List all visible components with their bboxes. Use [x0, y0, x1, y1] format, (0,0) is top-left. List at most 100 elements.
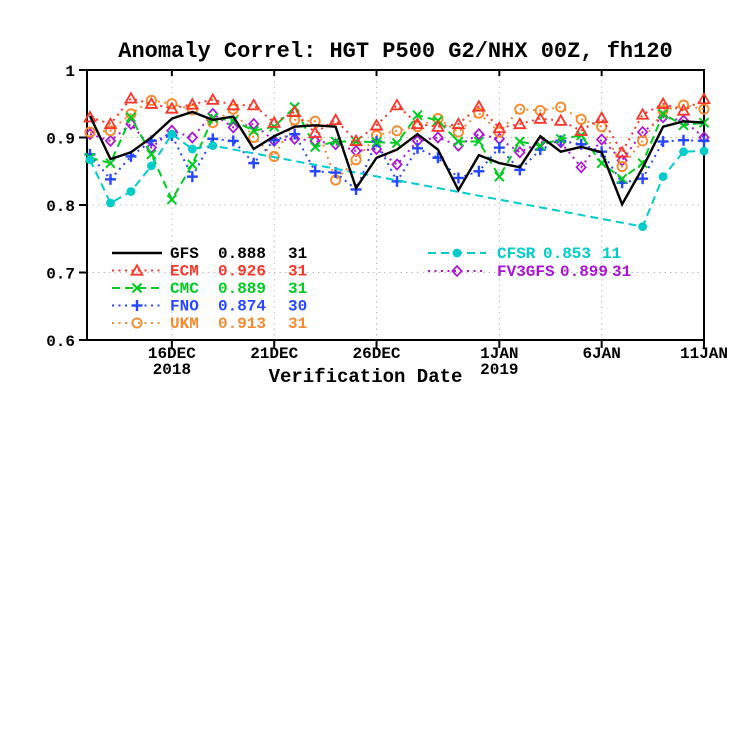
x-marker	[514, 136, 526, 147]
triangle-marker	[697, 92, 711, 105]
series-FV3GFS	[84, 107, 710, 174]
legend-name-CMC: CMC	[170, 280, 199, 298]
triangle-marker	[103, 116, 118, 130]
filled-circle-marker	[658, 172, 668, 182]
legend-score-UKM: 0.913	[218, 315, 266, 333]
triangle-marker	[390, 98, 404, 111]
y-tick-label-0.6: 0.6	[46, 333, 75, 351]
legend-score-CFSR: 0.853	[543, 245, 591, 263]
circle-marker	[637, 135, 649, 147]
triangle-marker	[144, 96, 159, 109]
legend-name-CFSR: CFSR	[497, 245, 536, 263]
circle-marker	[248, 131, 260, 144]
diamond-marker	[84, 127, 96, 141]
triangle-marker	[533, 111, 548, 124]
x-marker	[105, 157, 116, 169]
legend-score-ECM: 0.926	[218, 263, 266, 281]
filled-circle-marker	[452, 248, 462, 258]
triangle-marker	[226, 98, 241, 111]
x-marker	[473, 136, 485, 147]
filled-circle-marker	[679, 147, 688, 157]
diamond-marker	[473, 127, 485, 141]
x-marker	[207, 112, 219, 124]
x-marker	[535, 140, 546, 151]
triangle-marker	[267, 115, 282, 128]
legend-entry-ECM: ECM 0.926 31	[112, 263, 307, 281]
diamond-marker	[186, 131, 199, 144]
x-marker	[146, 149, 157, 160]
circle-marker	[575, 113, 587, 125]
legend-entry-FNO: FNO 0.874 30	[112, 298, 307, 316]
legend-entry-CFSR: CFSR 0.853 11	[428, 245, 621, 263]
triangle-marker	[369, 118, 384, 131]
x-marker	[166, 194, 178, 205]
legend-entry-GFS: GFS 0.888 31	[112, 245, 307, 263]
circle-marker	[350, 154, 362, 166]
triangle-marker	[123, 91, 138, 104]
circle-marker	[166, 98, 178, 110]
triangle-marker	[164, 101, 179, 114]
legend-count-FNO: 30	[288, 298, 307, 316]
series-markers-ECM	[83, 91, 711, 158]
x-marker	[494, 171, 505, 182]
circle-marker	[84, 126, 96, 138]
diamond-marker	[432, 131, 444, 144]
series-markers-FV3GFS	[84, 107, 710, 174]
triangle-marker	[430, 119, 445, 132]
triangle-marker	[553, 113, 568, 126]
circle-marker	[131, 317, 143, 329]
axis-ticks	[79, 69, 705, 348]
circle-marker	[677, 99, 690, 111]
triangle-marker	[246, 98, 261, 111]
x-marker	[555, 133, 566, 145]
diamond-marker	[288, 132, 301, 146]
diamond-marker	[514, 146, 526, 159]
x-tick-label-26DEC: 26DEC	[353, 345, 401, 363]
legend-score-FNO: 0.874	[218, 298, 266, 316]
triangle-marker	[635, 107, 650, 120]
filled-circle-marker	[126, 187, 136, 196]
year-label-2018: 2018	[153, 361, 191, 379]
filled-circle-marker	[699, 146, 709, 156]
circle-marker	[555, 101, 567, 113]
circle-marker	[391, 125, 403, 137]
triangle-marker	[308, 125, 323, 138]
triangle-marker	[130, 263, 144, 276]
x-tick-label-11JAN: 11JAN	[680, 345, 728, 363]
circle-marker	[268, 150, 280, 162]
series-GFS	[88, 110, 705, 208]
diamond-marker	[595, 133, 608, 146]
legend-count-GFS: 31	[288, 245, 307, 263]
legend-entry-CMC: CMC 0.889 31	[112, 280, 307, 298]
x-marker	[187, 159, 198, 170]
triangle-marker	[410, 116, 425, 130]
triangle-marker	[512, 116, 527, 130]
x-marker	[412, 110, 423, 121]
x-tick-label-6JAN: 6JAN	[582, 345, 620, 363]
diamond-marker	[391, 158, 403, 171]
diamond-marker	[575, 160, 587, 174]
diamond-marker	[145, 141, 158, 154]
chart-title: Anomaly Correl: HGT P500 G2/NHX 00Z, fh1…	[118, 39, 673, 64]
legend-entry-FV3GFS: FV3GFS 0.899 31	[428, 263, 631, 281]
series-markers-CFSR	[85, 129, 709, 232]
x-marker	[309, 141, 321, 153]
x-marker	[371, 137, 382, 148]
triangle-marker	[492, 121, 507, 134]
legend-count-CFSR: 11	[602, 245, 621, 263]
x-tick-label-1JAN: 1JAN	[480, 345, 518, 363]
triangle-marker	[328, 112, 343, 126]
filled-circle-marker	[208, 141, 218, 151]
triangle-marker	[205, 92, 220, 105]
x-marker	[453, 136, 464, 147]
x-tick-label-16DEC: 16DEC	[148, 345, 196, 363]
y-tick-label-0.9: 0.9	[46, 131, 75, 149]
triangle-marker	[451, 116, 466, 130]
series-FNO	[84, 128, 710, 195]
triangle-marker	[349, 133, 364, 146]
x-axis-label: Verification Date	[269, 366, 463, 388]
series-line-ECM	[89, 97, 705, 155]
diamond-marker	[104, 134, 117, 148]
triangle-marker	[594, 110, 609, 124]
